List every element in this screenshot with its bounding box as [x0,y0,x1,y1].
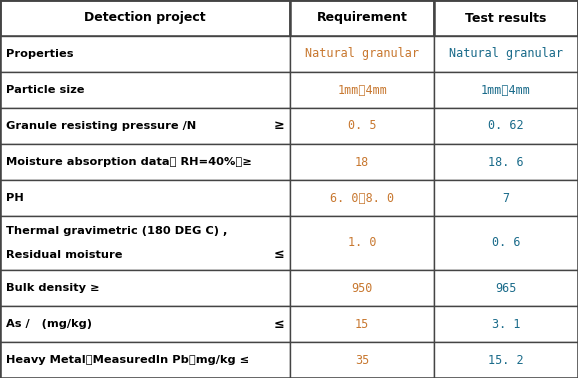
Text: ≥: ≥ [274,119,284,133]
Bar [290,72,434,108]
Bar [434,72,578,108]
Text: 0. 62: 0. 62 [488,119,524,133]
Text: Heavy Metal（MeasuredIn Pb）mg/kg ≤: Heavy Metal（MeasuredIn Pb）mg/kg ≤ [6,355,249,365]
Bar [290,180,434,216]
Text: 1mm～4mm: 1mm～4mm [337,84,387,96]
Text: 0. 6: 0. 6 [492,237,520,249]
Text: Detection project: Detection project [84,11,206,25]
Text: 18: 18 [355,155,369,169]
Text: Thermal gravimetric (180 DEG C) ,: Thermal gravimetric (180 DEG C) , [6,226,227,236]
Bar [290,108,434,144]
Bar [0,144,290,180]
Bar [290,342,434,378]
Bar [434,342,578,378]
Text: 35: 35 [355,353,369,367]
Text: Granule resisting pressure /N: Granule resisting pressure /N [6,121,196,131]
Text: 18. 6: 18. 6 [488,155,524,169]
Bar [0,108,290,144]
Bar [0,216,290,270]
Text: 15. 2: 15. 2 [488,353,524,367]
Text: 7: 7 [502,192,510,204]
Text: 15: 15 [355,318,369,330]
Text: Residual moisture: Residual moisture [6,250,123,260]
Text: ≤: ≤ [274,318,284,330]
Text: Moisture absorption data（ RH=40%）≥: Moisture absorption data（ RH=40%）≥ [6,157,251,167]
Text: ≤: ≤ [274,248,284,261]
Bar [434,270,578,306]
Text: 1. 0: 1. 0 [348,237,376,249]
Text: Properties: Properties [6,49,73,59]
Bar [0,0,290,36]
Text: As /   (mg/kg): As / (mg/kg) [6,319,92,329]
Bar [434,144,578,180]
Bar [0,342,290,378]
Text: 965: 965 [495,282,517,294]
Text: 950: 950 [351,282,373,294]
Bar [434,180,578,216]
Bar [434,0,578,36]
Bar [290,270,434,306]
Text: Bulk density ≥: Bulk density ≥ [6,283,99,293]
Text: 1mm～4mm: 1mm～4mm [481,84,531,96]
Bar [290,0,434,36]
Bar [0,36,290,72]
Text: Natural granular: Natural granular [305,48,419,60]
Bar [434,306,578,342]
Bar [0,270,290,306]
Text: Requirement: Requirement [317,11,407,25]
Text: Test results: Test results [465,11,547,25]
Text: Particle size: Particle size [6,85,84,95]
Text: PH: PH [6,193,24,203]
Text: 3. 1: 3. 1 [492,318,520,330]
Bar [434,108,578,144]
Bar [434,36,578,72]
Bar [290,36,434,72]
Text: 6. 0～8. 0: 6. 0～8. 0 [330,192,394,204]
Bar [0,306,290,342]
Bar [290,144,434,180]
Bar [0,180,290,216]
Bar [290,216,434,270]
Bar [0,72,290,108]
Bar [290,306,434,342]
Text: 0. 5: 0. 5 [348,119,376,133]
Bar [434,216,578,270]
Text: Natural granular: Natural granular [449,48,563,60]
